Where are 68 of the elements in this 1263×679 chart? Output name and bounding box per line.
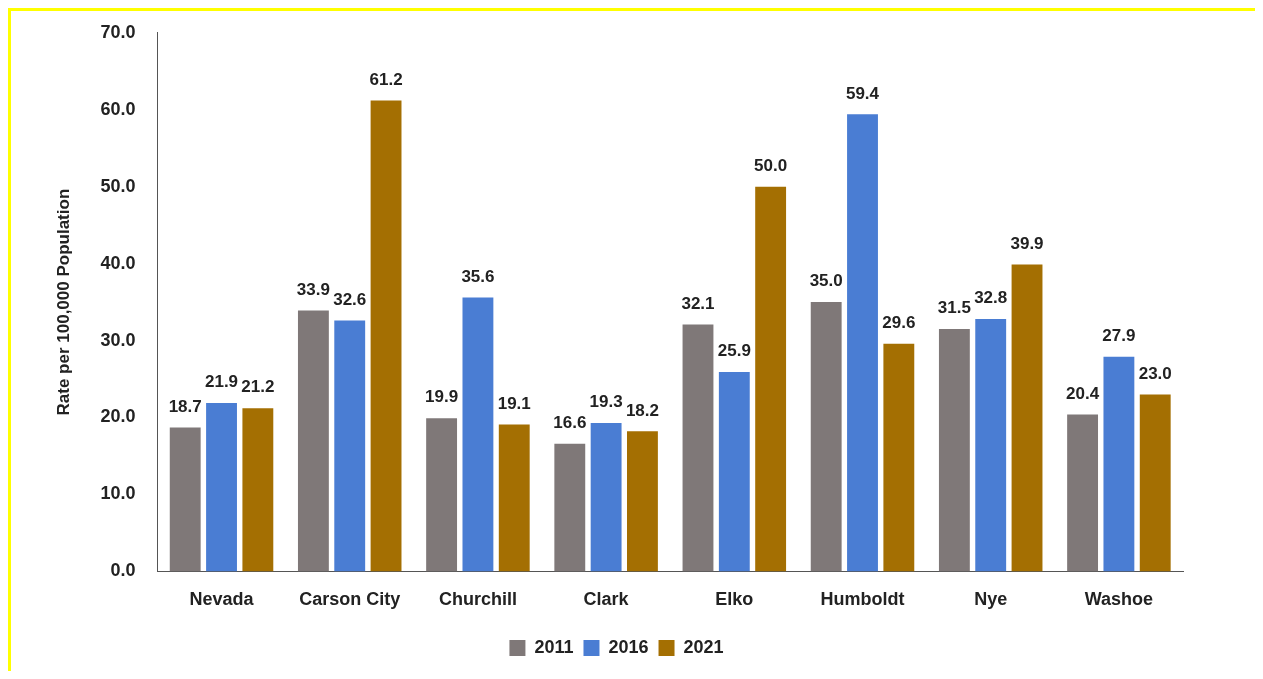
data-label: 50.0: [754, 155, 788, 175]
bar: [242, 408, 274, 572]
bar: [847, 114, 878, 572]
data-label: 32.8: [974, 288, 1008, 308]
y-axis-title: Rate per 100,000 Population: [53, 188, 73, 416]
bar: [682, 324, 714, 572]
bar: [1067, 414, 1099, 572]
bar: [206, 402, 237, 572]
bar: [718, 372, 750, 572]
data-label: 16.6: [553, 412, 587, 432]
y-tick-label: 10.0: [100, 483, 136, 504]
data-label: 32.6: [333, 289, 367, 309]
bar: [883, 343, 915, 572]
data-label: 20.4: [1066, 383, 1100, 403]
y-tick-label: 50.0: [100, 175, 136, 196]
bar: [370, 100, 402, 572]
data-label: 21.2: [241, 377, 275, 397]
data-label: 33.9: [296, 279, 330, 299]
bar: [755, 186, 787, 572]
data-label: 18.7: [168, 396, 202, 416]
x-tick-label: Carson City: [299, 589, 401, 610]
data-label: 27.9: [1102, 325, 1136, 345]
y-tick-label: 60.0: [100, 98, 136, 119]
data-label: 23.0: [1138, 363, 1172, 383]
bar: [297, 310, 329, 572]
x-tick-label: Humboldt: [820, 589, 905, 610]
x-tick-label: Clark: [583, 589, 630, 610]
bar: [1103, 356, 1135, 572]
y-tick-label: 40.0: [100, 252, 136, 273]
data-label: 21.9: [204, 372, 239, 392]
bar: [498, 424, 530, 572]
bar: [590, 422, 622, 572]
data-label: 59.4: [845, 83, 880, 103]
bar: [334, 320, 366, 572]
bar: [462, 297, 494, 572]
bar: [554, 443, 586, 572]
bar: [169, 427, 201, 572]
bar: [810, 302, 842, 572]
bar: [1139, 394, 1171, 572]
x-tick-label: Washoe: [1084, 589, 1154, 610]
y-tick-label: 0.0: [110, 560, 136, 581]
y-tick-label: 30.0: [100, 329, 136, 350]
data-label: 18.2: [625, 400, 659, 420]
data-label: 19.9: [425, 387, 459, 407]
data-label: 29.6: [882, 312, 916, 332]
x-tick-label: Nye: [974, 589, 1008, 610]
legend-label: 2021: [683, 636, 724, 657]
legend-label: 2011: [534, 636, 574, 657]
legend-label: 2016: [608, 636, 649, 657]
bar: [426, 418, 458, 572]
data-label: 39.9: [1010, 233, 1044, 253]
bar: [975, 319, 1007, 572]
data-label: 61.2: [369, 69, 403, 89]
data-label: 19.3: [589, 392, 623, 412]
y-tick-label: 70.0: [100, 21, 136, 42]
data-label: 31.5: [937, 298, 971, 318]
x-tick-label: Elko: [715, 589, 754, 610]
bar: [938, 329, 970, 572]
data-label: 35.0: [809, 271, 843, 291]
data-label: 32.1: [681, 293, 715, 313]
bar: [627, 431, 658, 572]
data-label: 25.9: [717, 341, 751, 361]
x-tick-label: Churchill: [438, 589, 517, 610]
y-tick-label: 20.0: [100, 406, 136, 427]
data-label: 19.1: [497, 393, 531, 413]
bar: [1011, 264, 1043, 572]
x-tick-label: Nevada: [189, 589, 255, 610]
data-label: 35.6: [461, 266, 495, 286]
